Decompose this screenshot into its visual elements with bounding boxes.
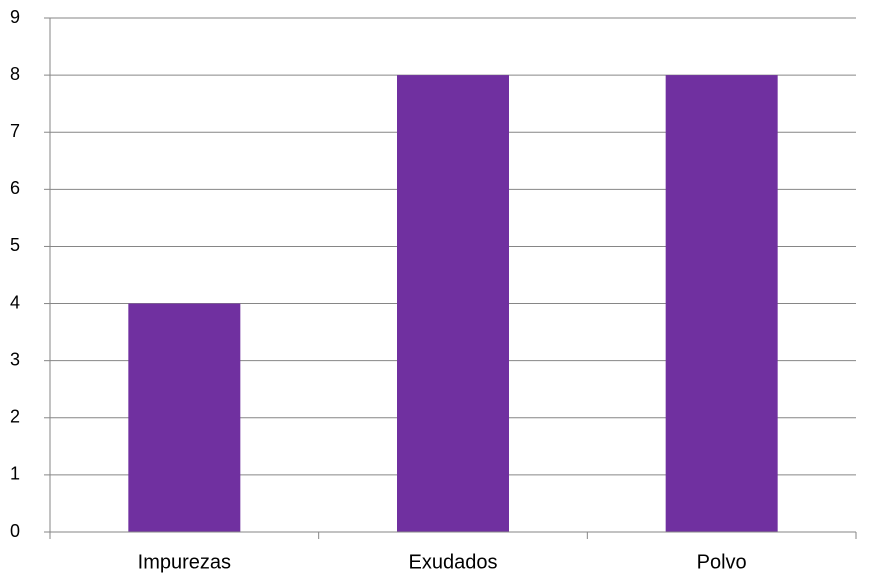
y-tick-label: 0 [10, 521, 20, 541]
y-tick-label: 1 [10, 464, 20, 484]
y-tick-label: 3 [10, 349, 20, 369]
bar-polvo [665, 75, 778, 532]
axes [44, 17, 857, 539]
x-category-label: Polvo [697, 551, 747, 573]
y-tick-label: 7 [10, 121, 20, 141]
y-tick-label: 9 [10, 7, 20, 27]
y-tick-label: 2 [10, 407, 20, 427]
y-tick-label: 6 [10, 178, 20, 198]
bars [128, 75, 778, 532]
x-category-label: Exudados [409, 551, 498, 573]
labels: 0 1 2 3 4 5 6 7 8 9 Impurezas Exudados Polvo [10, 7, 747, 574]
bar-exudados [397, 75, 509, 532]
bar-impurezas [128, 303, 241, 532]
y-tick-label: 8 [10, 64, 20, 84]
y-tick-label: 5 [10, 235, 20, 255]
y-tick-label: 4 [10, 292, 20, 312]
x-category-label: Impurezas [138, 551, 231, 573]
